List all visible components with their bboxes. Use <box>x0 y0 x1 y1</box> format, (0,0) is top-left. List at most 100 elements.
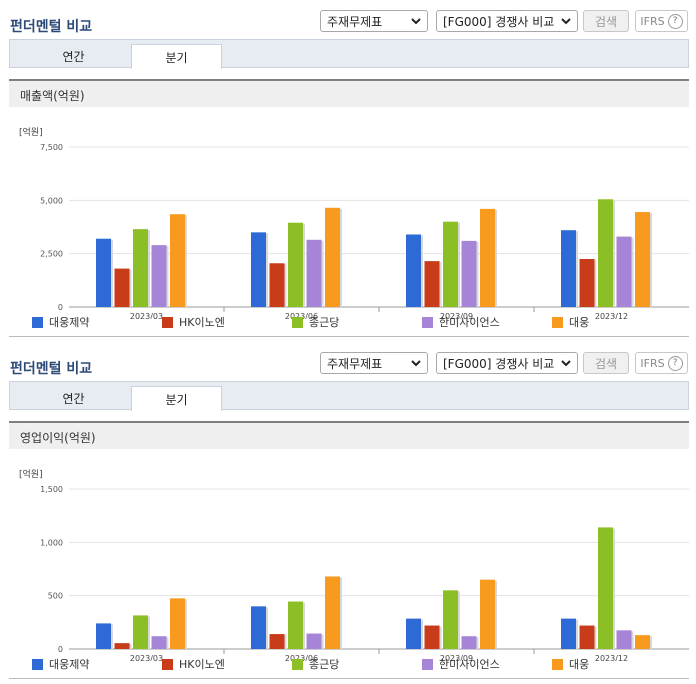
legend-label: HK이노엔 <box>179 658 225 671</box>
period-tabs: 연간 분기 <box>9 39 689 69</box>
divider <box>9 336 689 337</box>
bar[interactable] <box>579 625 595 649</box>
bar[interactable] <box>635 635 650 649</box>
bar[interactable] <box>598 199 613 307</box>
bar[interactable] <box>170 598 185 649</box>
unit-label: [억원] <box>19 126 43 138</box>
legend-label: 종근당 <box>309 316 340 329</box>
legend-label: 한미사이언스 <box>439 658 500 671</box>
bar[interactable] <box>616 236 632 307</box>
legend-label: 대웅제약 <box>49 658 90 671</box>
legend-item[interactable]: 종근당 <box>292 656 339 672</box>
bar[interactable] <box>288 601 303 649</box>
bar[interactable] <box>325 207 340 307</box>
bar[interactable] <box>406 618 421 649</box>
bar[interactable] <box>561 618 576 649</box>
statement-select[interactable]: 주재무제표 <box>320 352 428 374</box>
statement-select[interactable]: 주재무제표 <box>320 10 428 32</box>
legend-item[interactable]: 한미사이언스 <box>422 314 500 330</box>
legend-item[interactable]: HK이노엔 <box>162 656 225 672</box>
bar[interactable] <box>306 239 322 307</box>
bar[interactable] <box>151 636 167 649</box>
period-tabs: 연간 분기 <box>9 381 689 411</box>
bar[interactable] <box>133 615 148 649</box>
tab-annual[interactable]: 연간 <box>62 50 85 64</box>
bar[interactable] <box>443 590 458 649</box>
legend-item[interactable]: 대웅제약 <box>32 656 89 672</box>
bar[interactable] <box>461 240 477 307</box>
chevron-down-icon <box>411 18 421 25</box>
bar[interactable] <box>114 643 130 649</box>
ifrs-help-button[interactable]: IFRS ? <box>635 352 688 374</box>
bar[interactable] <box>406 234 421 307</box>
legend-item[interactable]: 대웅 <box>552 656 589 672</box>
bar[interactable] <box>151 245 167 307</box>
x-tick-label: 2023/09 <box>440 312 473 319</box>
bar[interactable] <box>561 230 576 307</box>
bar[interactable] <box>325 576 340 649</box>
bar[interactable] <box>461 636 477 649</box>
compare-select[interactable]: [FG000] 경쟁사 비교 <box>436 352 578 374</box>
chart-title: 영업이익(억원) <box>20 431 96 445</box>
chart-legend: 대웅제약 HK이노엔 종근당 한미사이언스 대웅 <box>9 656 689 672</box>
chevron-down-icon <box>561 18 571 25</box>
section-title: 펀더멘털 비교 <box>10 19 93 35</box>
x-tick-label: 2023/12 <box>595 654 628 661</box>
bar-chart: [억원] 0 2,500 5,000 7,500 2023/03 2023/06 2023/0… <box>19 126 689 319</box>
bar[interactable] <box>170 214 185 307</box>
statement-select-value: 주재무제표 <box>327 14 383 29</box>
bar[interactable] <box>96 623 111 649</box>
bar-chart: [억원] 0 500 1,000 1,500 2023/03 2023/06 2023/09 2… <box>19 468 689 661</box>
bar[interactable] <box>443 221 458 307</box>
legend-swatch <box>32 658 43 670</box>
bar[interactable] <box>579 259 595 307</box>
bar[interactable] <box>635 212 650 307</box>
bar[interactable] <box>251 232 266 307</box>
legend-item[interactable]: HK이노엔 <box>162 314 225 330</box>
legend-label: 한미사이언스 <box>439 316 500 329</box>
legend-label: 대웅 <box>569 316 590 329</box>
x-tick-label: 2023/06 <box>285 654 318 661</box>
legend-swatch <box>32 316 43 328</box>
bar[interactable] <box>424 261 440 307</box>
x-tick-label: 2023/09 <box>440 654 473 661</box>
chart-legend: 대웅제약 HK이노엔 종근당 한미사이언스 대웅 <box>9 314 689 330</box>
x-tick-label: 2023/12 <box>595 312 628 319</box>
tab-quarterly[interactable]: 분기 <box>131 44 222 69</box>
compare-select[interactable]: [FG000] 경쟁사 비교 <box>436 10 578 32</box>
chart-title: 매출액(억원) <box>20 89 85 103</box>
x-tick-label: 2023/06 <box>285 312 318 319</box>
legend-swatch <box>552 316 563 328</box>
bar[interactable] <box>480 579 495 649</box>
y-tick-label: 0 <box>58 645 63 654</box>
bar[interactable] <box>114 268 130 307</box>
tab-annual[interactable]: 연간 <box>62 392 85 406</box>
x-tick-label: 2023/03 <box>130 654 163 661</box>
bar[interactable] <box>306 633 322 649</box>
y-tick-label: 2,500 <box>40 250 63 259</box>
bar[interactable] <box>598 527 613 649</box>
compare-select-value: [FG000] 경쟁사 비교 <box>443 356 555 371</box>
chevron-down-icon <box>561 360 571 367</box>
bar[interactable] <box>480 208 495 307</box>
divider <box>9 678 689 679</box>
legend-item[interactable]: 대웅제약 <box>32 314 89 330</box>
search-button[interactable]: 검색 <box>583 352 629 374</box>
legend-item[interactable]: 종근당 <box>292 314 339 330</box>
tab-quarterly[interactable]: 분기 <box>131 386 222 411</box>
legend-item[interactable]: 한미사이언스 <box>422 656 500 672</box>
legend-item[interactable]: 대웅 <box>552 314 589 330</box>
bar[interactable] <box>251 606 266 649</box>
bar[interactable] <box>616 630 632 649</box>
bar[interactable] <box>269 634 285 649</box>
fundamental-section-2: 펀더멘털 비교 주재무제표 [FG000] 경쟁사 비교 검색 IFRS ? 연… <box>0 352 696 682</box>
legend-swatch <box>552 658 563 670</box>
legend-label: 대웅제약 <box>49 316 90 329</box>
bar[interactable] <box>133 229 148 307</box>
ifrs-help-button[interactable]: IFRS ? <box>635 10 688 32</box>
bar[interactable] <box>96 238 111 307</box>
bar[interactable] <box>424 625 440 649</box>
bar[interactable] <box>269 263 285 307</box>
bar[interactable] <box>288 222 303 307</box>
search-button[interactable]: 검색 <box>583 10 629 32</box>
